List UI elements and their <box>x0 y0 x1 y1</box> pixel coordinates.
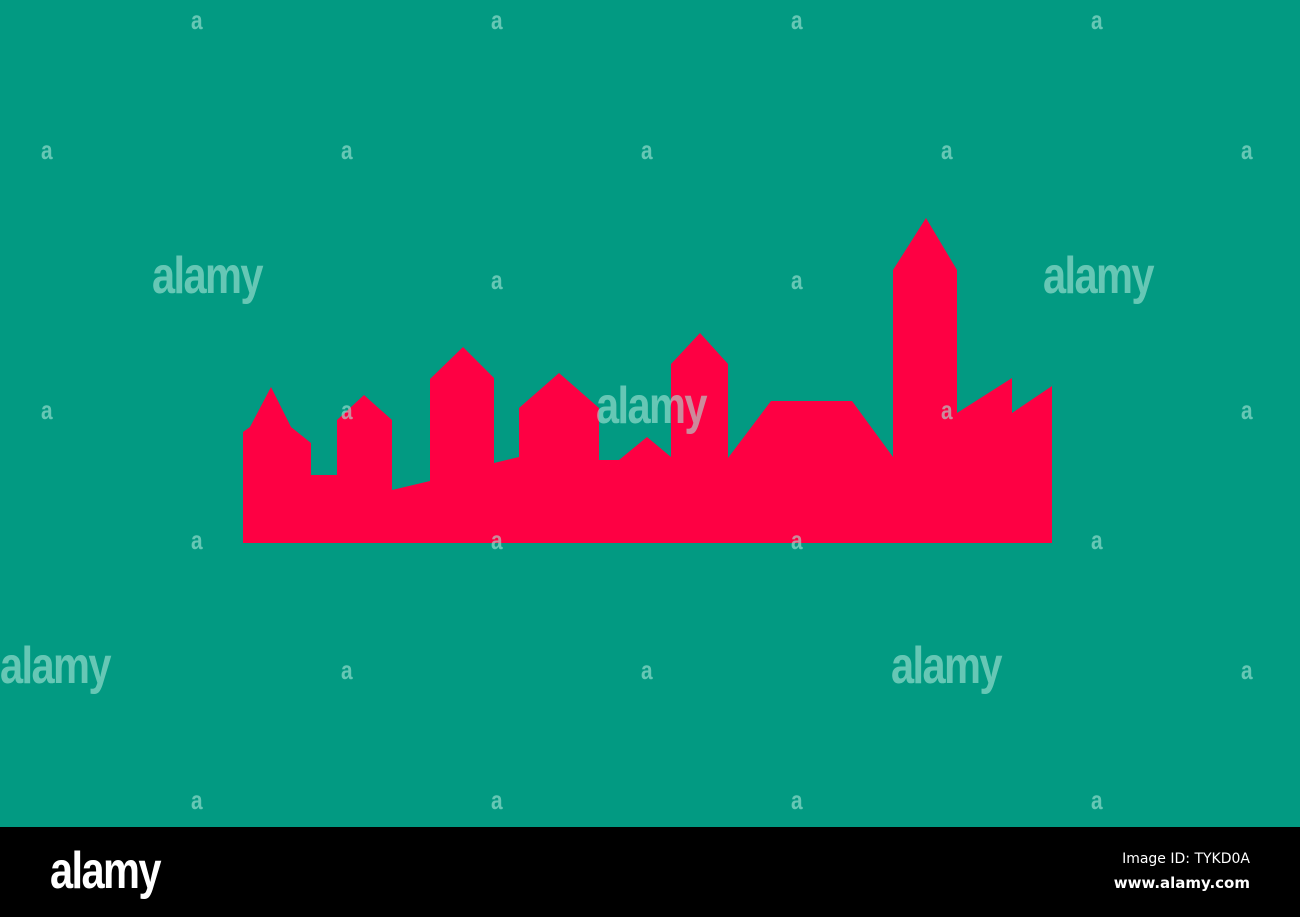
watermark-letter: a <box>191 525 203 555</box>
footer-bar: alamy Image ID: TYKD0A www.alamy.com <box>0 827 1300 917</box>
watermark-letter: a <box>491 5 503 35</box>
watermark-letter: a <box>341 135 353 165</box>
watermark-logo: alamy <box>596 377 708 435</box>
watermark-letter: a <box>191 785 203 815</box>
flag-background <box>0 0 1300 827</box>
watermark-letter: a <box>1091 785 1103 815</box>
watermark-letter: a <box>491 525 503 555</box>
watermark-letter: a <box>1091 5 1103 35</box>
watermark-logo: alamy <box>152 247 264 305</box>
watermark-letter: a <box>1241 395 1253 425</box>
watermark-letter: a <box>641 655 653 685</box>
watermark-letter: a <box>791 785 803 815</box>
watermark-logo: alamy <box>891 637 1003 695</box>
watermark-logo: alamy <box>0 637 112 695</box>
alamy-logo: alamy <box>50 842 162 900</box>
watermark-letter: a <box>341 395 353 425</box>
watermark-letter: a <box>491 785 503 815</box>
watermark-letter: a <box>791 525 803 555</box>
website-link: www.alamy.com <box>1113 874 1250 892</box>
watermark-letter: a <box>791 265 803 295</box>
watermark-letter: a <box>641 135 653 165</box>
flag-image <box>0 0 1300 827</box>
watermark-logo: alamy <box>1043 247 1155 305</box>
watermark-letter: a <box>41 135 53 165</box>
watermark-letter: a <box>1091 525 1103 555</box>
watermark-letter: a <box>341 655 353 685</box>
skyline-silhouette <box>243 218 1052 543</box>
image-id: Image ID: TYKD0A <box>1122 851 1250 867</box>
watermark-letter: a <box>1241 655 1253 685</box>
watermark-letter: a <box>191 5 203 35</box>
watermark-letter: a <box>941 135 953 165</box>
watermark-letter: a <box>1241 135 1253 165</box>
watermark-letter: a <box>41 395 53 425</box>
watermark-letter: a <box>491 265 503 295</box>
watermark-letter: a <box>791 5 803 35</box>
watermark-letter: a <box>941 395 953 425</box>
